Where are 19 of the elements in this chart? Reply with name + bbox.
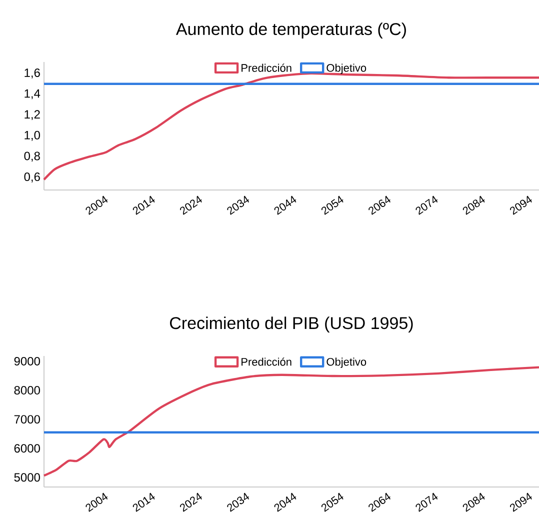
legend-label: Objetivo	[326, 64, 366, 74]
y-tick-label: 8000	[14, 386, 40, 395]
line-series	[42, 366, 539, 477]
y-tick-label: 5000	[14, 473, 40, 482]
y-tick-label: 0,8	[24, 152, 40, 162]
y-tick-label: 1,6	[24, 68, 40, 78]
chart-title: Aumento de temperaturas (ºC)	[176, 22, 406, 38]
legend-label: Objetivo	[326, 358, 366, 368]
y-tick-label: 9000	[14, 356, 40, 366]
legend-label: Predicción	[242, 358, 292, 366]
legend-label: Predicción	[242, 64, 292, 72]
y-tick-label: 7000	[14, 415, 40, 424]
y-tick-label: 1,0	[24, 130, 40, 141]
y-tick-label: 1,4	[24, 89, 40, 100]
line-series	[42, 72, 539, 181]
chart-title: Crecimiento del PIB (USD 1995)	[170, 316, 413, 332]
y-tick-label: 1,2	[24, 110, 40, 120]
y-tick-label: 6000	[14, 444, 40, 453]
y-tick-label: 0,6	[24, 172, 40, 182]
